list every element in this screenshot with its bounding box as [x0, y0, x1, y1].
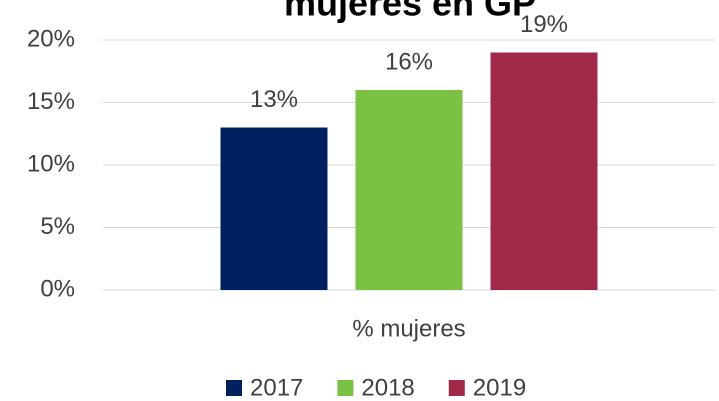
value-label: 13% [250, 86, 298, 113]
legend-swatch [226, 380, 242, 396]
y-tick-label: 15% [27, 88, 75, 115]
x-tick-label: % mujeres [352, 315, 465, 342]
y-tick-label: 10% [27, 150, 75, 177]
legend-label: 2019 [473, 374, 526, 401]
legend-swatch [448, 380, 465, 396]
chart-title: mujeres en GP [284, 0, 536, 24]
bar [490, 52, 598, 290]
legend-swatch [337, 380, 354, 396]
legend-label: 2017 [250, 374, 303, 401]
value-label: 16% [385, 48, 433, 75]
y-tick-label: 0% [40, 275, 75, 302]
y-tick-label: 20% [27, 25, 75, 52]
value-label: 19% [520, 11, 568, 38]
bar [220, 127, 328, 290]
y-tick-label: 5% [40, 213, 75, 240]
bar [355, 90, 463, 290]
legend-label: 2018 [361, 374, 414, 401]
